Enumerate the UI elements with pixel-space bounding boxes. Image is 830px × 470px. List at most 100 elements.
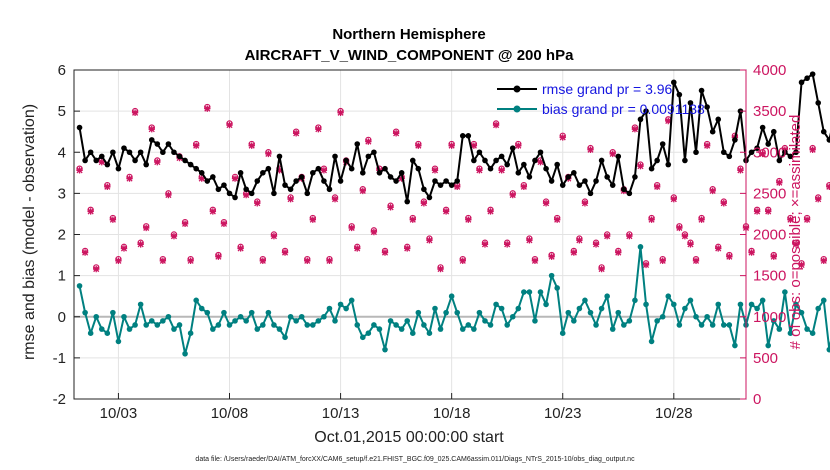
obs-assimilated-marker [304,257,311,265]
rmse-point [210,174,216,180]
obs-assimilated-marker [148,126,155,133]
obs-assimilated-marker [559,134,566,141]
rmse-point [482,157,488,164]
bias-point [682,305,688,312]
bias-point [287,313,294,320]
rmse-point [554,161,560,168]
rmse-point [237,170,244,176]
bias-point [104,330,111,337]
bias-point [582,297,588,304]
obs-assimilated-marker [126,175,133,182]
bias-point [160,318,166,324]
rmse-point [471,157,477,164]
y-tick-label: 2 [58,227,66,244]
obs-assimilated-marker [259,257,267,265]
bias-point [226,322,233,328]
bias-point [326,305,333,312]
bias-point [143,322,149,328]
bias-point [359,334,366,341]
obs-assimilated-marker [720,200,727,207]
obs-assimilated-marker [553,216,561,223]
bias-point [404,318,411,324]
obs-assimilated-marker [576,237,583,244]
bias-point [626,318,633,324]
rmse-point [204,178,211,184]
obs-assimilated-marker [526,237,533,244]
rmse-point [321,178,327,184]
bias-point [237,313,244,320]
bias-point [815,305,821,312]
rmse-point [248,190,255,197]
rmse-point [804,75,810,82]
rmse-point [104,161,111,168]
bias-point [310,322,316,328]
obs-assimilated-marker [609,150,616,158]
bias-point [382,346,388,353]
rmse-point [287,186,294,193]
bias-point [515,305,522,312]
ticks-layer: 10/03 10/08 10/13 10/18 10/23 10/28 -2 -1 0 1 2 3 4 5… [53,62,787,422]
rmse-point [93,157,100,164]
y-right-tick-label: 1000 [753,309,786,326]
rmse-point [182,157,188,164]
obs-assimilated-marker [509,191,516,199]
rmse-point [765,141,772,147]
bias-point [459,326,466,332]
obs-assimilated-marker [726,253,733,260]
rmse-point [643,108,649,114]
obs-assimilated-marker [104,183,111,190]
bias-point [93,313,100,320]
rmse-point [404,198,411,205]
bias-point [415,309,422,316]
rmse-point [698,87,705,94]
y-right-tick-label: 0 [753,391,761,408]
obs-assimilated-marker [765,208,772,215]
obs-assimilated-marker [637,163,644,170]
rmse-point [793,149,799,156]
rmse-point [648,165,655,172]
series-layer [76,71,830,357]
bias-point [493,301,499,308]
rmse-point [654,157,660,164]
obs-assimilated-marker [81,249,89,256]
obs-assimilated-marker [381,249,389,256]
bias-point [348,297,355,304]
legend-bias-label: bias grand pr = 0.0091138 [542,101,705,117]
obs-assimilated-marker [287,195,294,203]
rmse-point [437,182,444,188]
rmse-point [559,182,566,188]
bias-point [271,322,277,328]
rmse-point [609,182,616,188]
bias-point [121,313,127,320]
obs-assimilated-marker [370,228,378,236]
rmse-point [143,161,149,168]
bias-point [421,322,427,328]
bias-point [565,309,572,316]
rmse-point [115,165,122,172]
bias-point [820,297,827,304]
rmse-point [87,149,94,156]
obs-assimilated-marker [787,216,794,223]
rmse-point [421,186,427,193]
obs-assimilated-marker [120,245,128,252]
rmse-point [515,170,522,176]
bias-point [598,305,605,312]
bias-point [432,305,438,312]
obs-assimilated-marker [626,232,633,240]
y-tick-label: 1 [58,268,66,285]
bias-point [521,289,527,295]
bias-point [387,318,394,324]
obs-assimilated-marker [670,195,678,203]
bias-point [776,326,783,332]
obs-assimilated-marker [265,150,272,158]
bias-point [454,309,461,316]
obs-assimilated-marker [448,142,455,149]
obs-assimilated-marker [692,257,700,265]
obs-assimilated-marker [770,253,777,260]
obs-assimilated-marker [398,175,405,182]
rmse-point [726,153,733,160]
obs-assimilated-marker [442,208,450,215]
bias-point [376,326,383,332]
bias-point [632,297,638,304]
obs-assimilated-marker [315,126,322,133]
